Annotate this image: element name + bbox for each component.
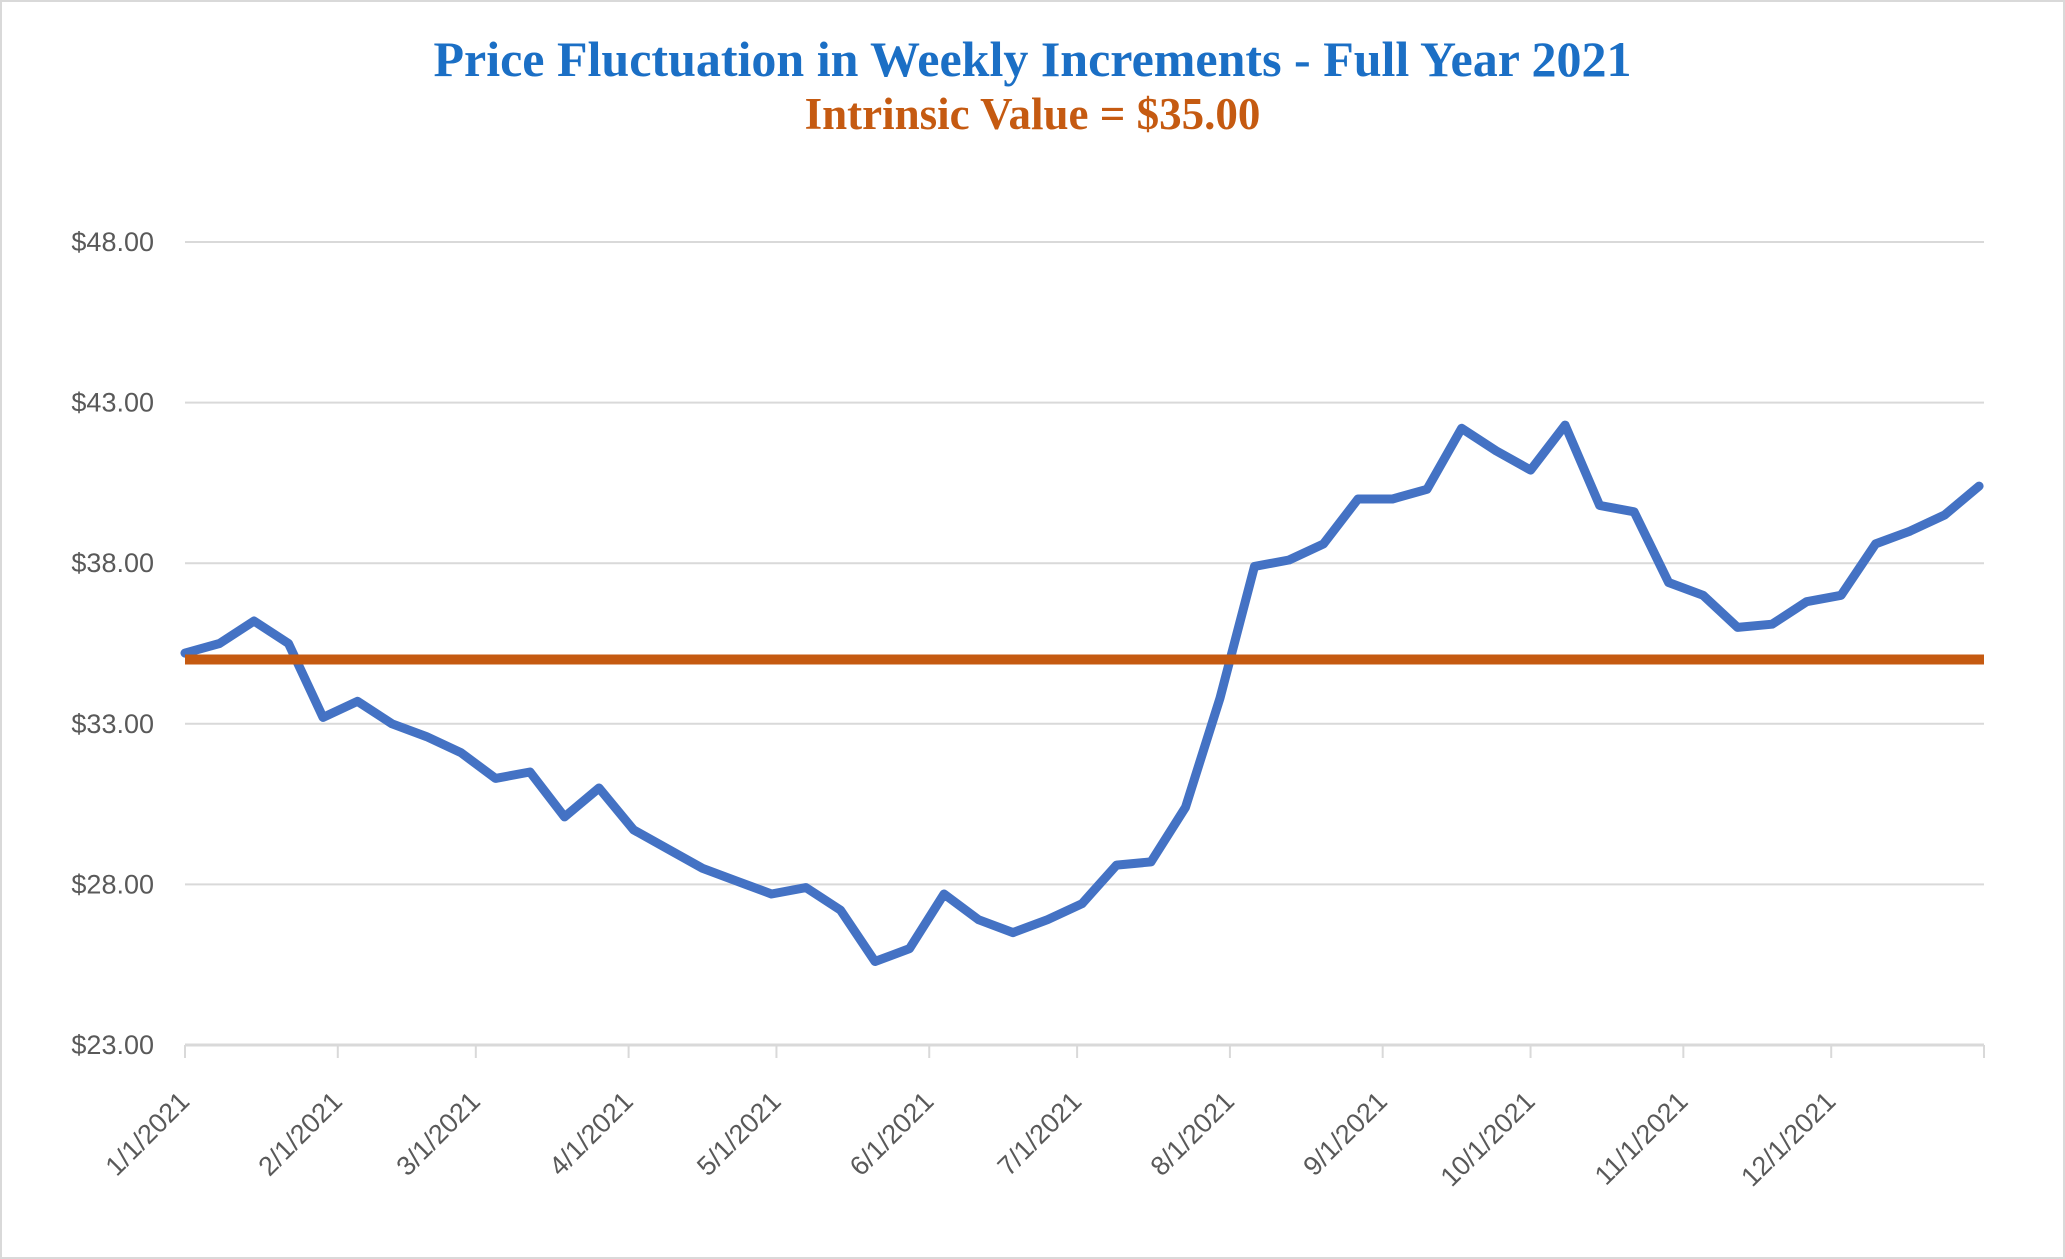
x-tick-label: 1/1/2021: [100, 1086, 196, 1182]
weekly-price-line: [180, 420, 1984, 966]
y-tick-label: $23.00: [71, 1030, 154, 1060]
x-tick-label: 11/1/2021: [1589, 1086, 1694, 1191]
gridlines: [185, 241, 1984, 1047]
x-tick-label: 6/1/2021: [844, 1086, 940, 1182]
y-tick-label: $43.00: [71, 388, 154, 418]
y-tick-label: $38.00: [71, 548, 154, 578]
x-tick-label: 8/1/2021: [1145, 1086, 1241, 1182]
x-tick-label: 2/1/2021: [252, 1086, 348, 1182]
x-tick-label: 4/1/2021: [543, 1086, 639, 1182]
x-tick-label: 10/1/2021: [1435, 1086, 1541, 1192]
x-axis-labels: 1/1/2021 2/1/2021 3/1/2021 4/1/2021 5/1/2021…: [100, 1086, 1842, 1192]
x-tick-label: 3/1/2021: [391, 1086, 487, 1182]
chart-title: Price Fluctuation in Weekly Increments -…: [433, 31, 1632, 87]
x-axis: [184, 1045, 1985, 1058]
y-tick-label: $48.00: [71, 227, 154, 257]
y-axis-labels: $48.00 $43.00 $38.00 $33.00 $28.00 $23.00: [71, 227, 154, 1060]
y-tick-label: $28.00: [71, 869, 154, 899]
x-tick-label: 12/1/2021: [1735, 1086, 1841, 1192]
y-tick-label: $33.00: [71, 709, 154, 739]
x-tick-label: 9/1/2021: [1297, 1086, 1393, 1182]
x-tick-label: 7/1/2021: [992, 1086, 1088, 1182]
x-tick-label: 5/1/2021: [691, 1086, 787, 1182]
chart-subtitle: Intrinsic Value = $35.00: [804, 89, 1261, 139]
